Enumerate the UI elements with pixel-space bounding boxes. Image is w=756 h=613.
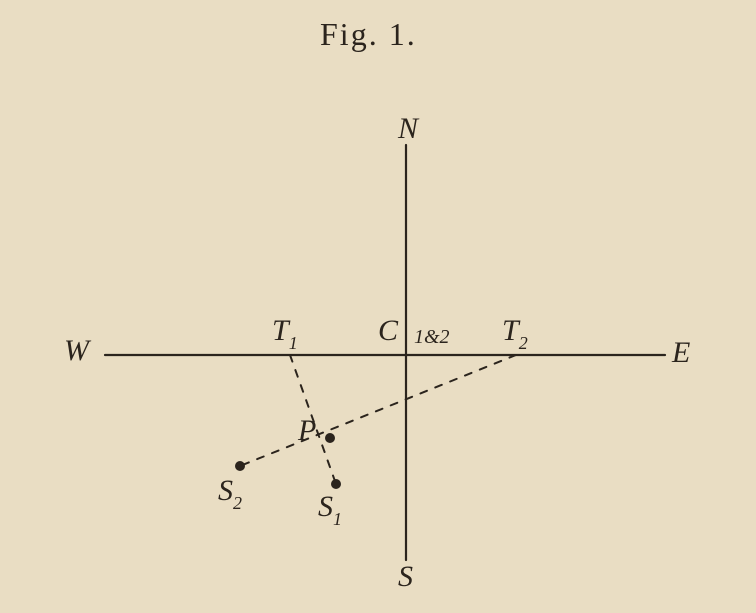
point-s2	[235, 461, 245, 471]
diagram-svg	[0, 0, 756, 613]
label-t2-sub: 2	[519, 333, 528, 353]
label-s1: S1	[318, 490, 342, 528]
label-t2: T2	[502, 314, 528, 352]
label-t1-main: T	[272, 314, 289, 347]
background	[0, 0, 756, 613]
label-c-sub: 1&2	[414, 326, 450, 349]
label-s2-main: S	[218, 474, 233, 507]
label-t1-sub: 1	[289, 333, 298, 353]
axis-label-n: N	[398, 112, 418, 146]
axis-label-w: W	[64, 334, 89, 368]
axis-label-s: S	[398, 560, 413, 594]
label-s1-sub: 1	[333, 509, 342, 529]
point-s1	[331, 479, 341, 489]
label-p: P	[298, 414, 316, 448]
label-s2: S2	[218, 474, 242, 512]
point-p	[325, 433, 335, 443]
figure-canvas: Fig. 1. N S W E T1 C 1&2 T2 P S1 S2	[0, 0, 756, 613]
label-s1-main: S	[318, 490, 333, 523]
figure-title: Fig. 1.	[320, 16, 417, 53]
label-t1: T1	[272, 314, 298, 352]
label-t2-main: T	[502, 314, 519, 347]
label-s2-sub: 2	[233, 493, 242, 513]
label-c: C	[378, 314, 398, 348]
axis-label-e: E	[672, 336, 690, 370]
label-c-main: C	[378, 314, 398, 347]
